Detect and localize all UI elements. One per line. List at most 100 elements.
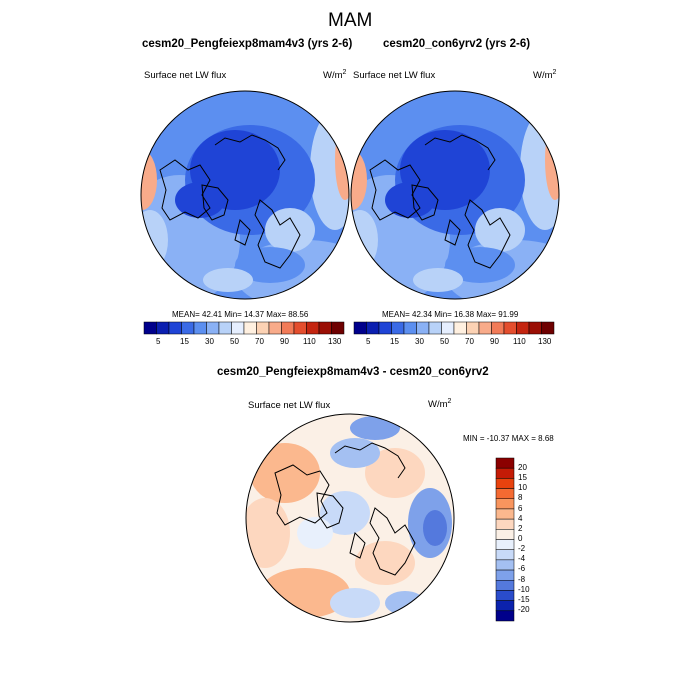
colorbar-tick-label: -2 xyxy=(518,544,526,553)
difference-colorbar xyxy=(495,457,515,622)
panel-3-map xyxy=(245,413,455,623)
colorbar-swatch xyxy=(441,321,455,335)
colorbar-swatch xyxy=(466,321,480,335)
panel-1-map xyxy=(140,90,350,300)
colorbar-swatch xyxy=(495,488,515,499)
colorbar-tick-label: 4 xyxy=(518,514,523,523)
colorbar-swatch xyxy=(366,321,380,335)
colorbar-swatch xyxy=(231,321,245,335)
panel-3-stats: MIN = -10.37 MAX = 8.68 xyxy=(463,434,554,443)
colorbar-swatch xyxy=(281,321,295,335)
colorbar-tick-label: -10 xyxy=(518,585,530,594)
colorbar-swatch xyxy=(495,478,515,489)
colorbar-tick-label: 70 xyxy=(465,337,474,346)
colorbar-swatch xyxy=(528,321,542,335)
colorbar-swatch xyxy=(181,321,195,335)
colorbar-swatch xyxy=(495,610,515,622)
colorbar-tick-label: 0 xyxy=(518,534,523,543)
panel-2-colorbar xyxy=(353,321,555,335)
colorbar-swatch xyxy=(503,321,517,335)
colorbar-tick-label: -8 xyxy=(518,575,526,584)
colorbar-swatch xyxy=(268,321,282,335)
colorbar-swatch xyxy=(168,321,182,335)
colorbar-swatch xyxy=(495,580,515,591)
colorbar-swatch xyxy=(495,569,515,581)
colorbar-swatch xyxy=(495,498,515,510)
colorbar-tick-label: 70 xyxy=(255,337,264,346)
colorbar-tick-label: 5 xyxy=(366,337,371,346)
colorbar-tick-label: 8 xyxy=(518,493,523,502)
colorbar-swatch xyxy=(495,467,515,479)
colorbar-tick-label: 90 xyxy=(490,337,499,346)
colorbar-swatch xyxy=(403,321,417,335)
colorbar-tick-label: -6 xyxy=(518,564,526,573)
colorbar-swatch xyxy=(293,321,307,335)
panel-1-colorbar-labels: 5 15 30 50 70 90 110 130 xyxy=(144,337,344,349)
colorbar-swatch xyxy=(193,321,207,335)
panel-2-colorbar-labels: 5 15 30 50 70 90 110 130 xyxy=(354,337,554,349)
colorbar-swatch xyxy=(495,518,515,530)
colorbar-swatch xyxy=(491,321,505,335)
colorbar-tick-label: 30 xyxy=(205,337,214,346)
colorbar-tick-label: 110 xyxy=(303,337,316,346)
panel-2-units: W/m2 xyxy=(533,69,557,82)
colorbar-swatch xyxy=(495,559,515,571)
colorbar-tick-label: 50 xyxy=(440,337,449,346)
colorbar-swatch xyxy=(428,321,442,335)
colorbar-tick-label: 130 xyxy=(328,337,342,346)
colorbar-swatch xyxy=(318,321,332,335)
colorbar-swatch xyxy=(143,321,157,335)
colorbar-tick-label: 20 xyxy=(518,463,527,472)
colorbar-tick-label: 15 xyxy=(518,473,527,482)
colorbar-swatch xyxy=(156,321,170,335)
colorbar-swatch xyxy=(331,321,345,335)
panel-2-title: cesm20_con6yrv2 (yrs 2-6) xyxy=(383,38,531,50)
panel-3-variable-label: Surface net LW flux xyxy=(248,400,331,411)
colorbar-swatch xyxy=(391,321,405,335)
colorbar-swatch xyxy=(243,321,257,335)
colorbar-swatch xyxy=(495,539,515,550)
colorbar-tick-label: -15 xyxy=(518,595,530,604)
colorbar-swatch xyxy=(495,457,515,469)
colorbar-tick-label: 110 xyxy=(513,337,526,346)
colorbar-swatch xyxy=(516,321,530,335)
colorbar-tick-label: -4 xyxy=(518,554,526,563)
panel-1-colorbar xyxy=(143,321,345,335)
colorbar-swatch xyxy=(218,321,232,335)
panel-3-units: W/m2 xyxy=(428,398,452,411)
panel-3-title: cesm20_Pengfeiexp8mam4v3 - cesm20_con6yr… xyxy=(217,366,489,378)
colorbar-swatch xyxy=(206,321,220,335)
colorbar-swatch xyxy=(306,321,320,335)
colorbar-swatch xyxy=(541,321,555,335)
colorbar-tick-label: 5 xyxy=(156,337,161,346)
colorbar-tick-label: 2 xyxy=(518,524,523,533)
panel-2-map xyxy=(350,90,560,300)
colorbar-swatch xyxy=(353,321,367,335)
figure-title: MAM xyxy=(328,10,373,31)
colorbar-tick-label: 15 xyxy=(180,337,189,346)
colorbar-tick-label: 6 xyxy=(518,504,523,513)
colorbar-swatch xyxy=(495,508,515,520)
colorbar-swatch xyxy=(495,590,515,601)
colorbar-swatch xyxy=(453,321,467,335)
colorbar-tick-label: 10 xyxy=(518,483,527,492)
colorbar-swatch xyxy=(495,529,515,540)
colorbar-tick-label: -20 xyxy=(518,605,530,614)
colorbar-swatch xyxy=(478,321,492,335)
colorbar-swatch xyxy=(256,321,270,335)
colorbar-swatch xyxy=(416,321,430,335)
panel-2-stats: MEAN= 42.34 Min= 16.38 Max= 91.99 xyxy=(382,310,519,319)
colorbar-tick-label: 15 xyxy=(390,337,399,346)
panel-1-variable-label: Surface net LW flux xyxy=(144,70,227,81)
colorbar-tick-label: 50 xyxy=(230,337,239,346)
colorbar-tick-label: 130 xyxy=(538,337,552,346)
colorbar-tick-label: 90 xyxy=(280,337,289,346)
panel-1-stats: MEAN= 42.41 Min= 14.37 Max= 88.56 xyxy=(172,310,309,319)
difference-colorbar-labels: 20 15 10 8 6 4 2 0 -2 -4 -6 -8 -10 -15 -… xyxy=(518,458,548,628)
panel-1-title: cesm20_Pengfeiexp8mam4v3 (yrs 2-6) xyxy=(142,38,353,50)
colorbar-tick-label: 30 xyxy=(415,337,424,346)
panel-2-variable-label: Surface net LW flux xyxy=(353,70,436,81)
panel-1-units: W/m2 xyxy=(323,69,347,82)
colorbar-swatch xyxy=(378,321,392,335)
colorbar-swatch xyxy=(495,600,515,612)
